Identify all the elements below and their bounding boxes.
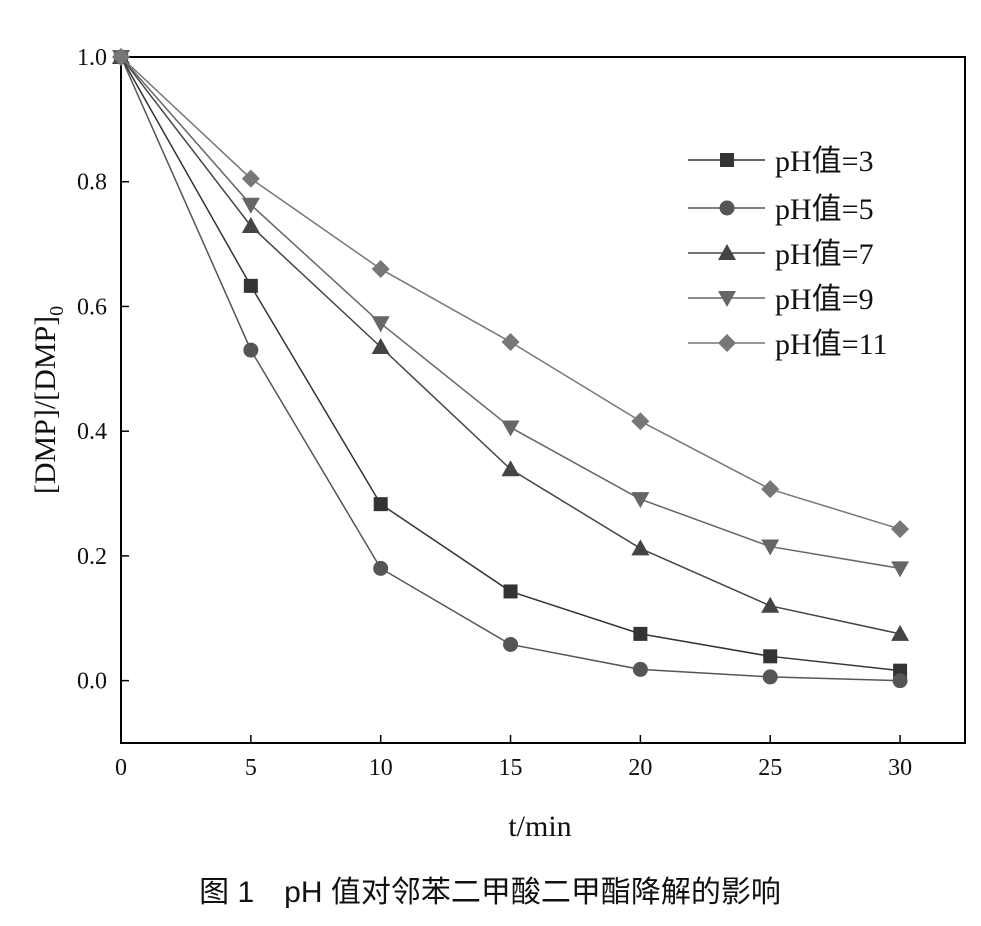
legend-item: pH值=7: [688, 238, 874, 271]
data-point: [243, 278, 258, 293]
legend-marker: [720, 153, 734, 167]
series-4: [112, 48, 910, 539]
data-point: [371, 316, 390, 333]
y-tick-label: 0.6: [77, 294, 107, 320]
data-point: [241, 169, 260, 188]
data-point: [761, 480, 780, 499]
data-point: [632, 661, 648, 677]
data-point: [891, 520, 910, 539]
y-tick-label: 1.0: [77, 45, 107, 71]
data-point: [501, 460, 520, 477]
data-point: [761, 596, 780, 613]
data-point: [241, 197, 260, 214]
x-tick-label: 30: [888, 755, 912, 781]
data-point: [631, 539, 650, 556]
y-tick-label: 0.0: [77, 669, 107, 695]
data-point: [371, 260, 390, 279]
y-axis-label-sub: 0: [46, 306, 68, 316]
legend-label: pH值=11: [775, 328, 887, 361]
data-point: [243, 342, 259, 358]
x-tick-label: 5: [245, 755, 257, 781]
x-tick-label: 0: [115, 755, 127, 781]
data-point: [373, 560, 389, 576]
data-point: [763, 649, 778, 664]
legend-marker: [719, 200, 735, 216]
x-tick-label: 20: [628, 755, 652, 781]
data-point: [112, 48, 130, 66]
data-point: [762, 669, 778, 685]
legend-label: pH值=9: [775, 283, 874, 316]
x-axis-label: t/min: [508, 810, 571, 843]
legend-item: pH值=3: [688, 145, 874, 178]
legend-label: pH值=5: [775, 193, 874, 226]
data-point: [891, 561, 910, 578]
data-point: [891, 624, 910, 641]
legend-label: pH值=7: [775, 238, 874, 271]
y-tick-label: 0.8: [77, 170, 107, 196]
data-point: [892, 673, 908, 689]
figure-caption: 图 1 pH 值对邻苯二甲酸二甲酯降解的影响: [199, 876, 781, 909]
legend-item: pH值=11: [688, 328, 887, 361]
data-point: [501, 333, 520, 352]
data-point: [633, 626, 648, 641]
data-point: [503, 636, 519, 652]
plot-frame: [120, 56, 966, 744]
data-point: [761, 539, 780, 556]
legend-item: pH值=5: [688, 193, 874, 226]
legend-marker: [718, 244, 736, 260]
y-axis-label: [DMP]/[DMP]0: [29, 306, 68, 494]
data-point: [631, 492, 650, 509]
legend-marker: [718, 334, 736, 352]
data-point: [501, 420, 520, 437]
data-point: [371, 337, 390, 354]
data-point: [503, 584, 518, 599]
x-tick-label: 15: [499, 755, 523, 781]
x-tick-label: 10: [369, 755, 393, 781]
y-tick-label: 0.2: [77, 544, 107, 570]
legend-item: pH值=9: [688, 283, 874, 316]
y-axis-label-main: [DMP]/[DMP]: [29, 316, 62, 494]
legend-label: pH值=3: [775, 145, 874, 178]
y-tick-label: 0.4: [77, 419, 107, 445]
x-tick-label: 25: [758, 755, 782, 781]
legend-marker: [718, 291, 736, 307]
data-point: [373, 497, 388, 512]
data-point: [631, 412, 650, 431]
data-point: [241, 217, 260, 234]
